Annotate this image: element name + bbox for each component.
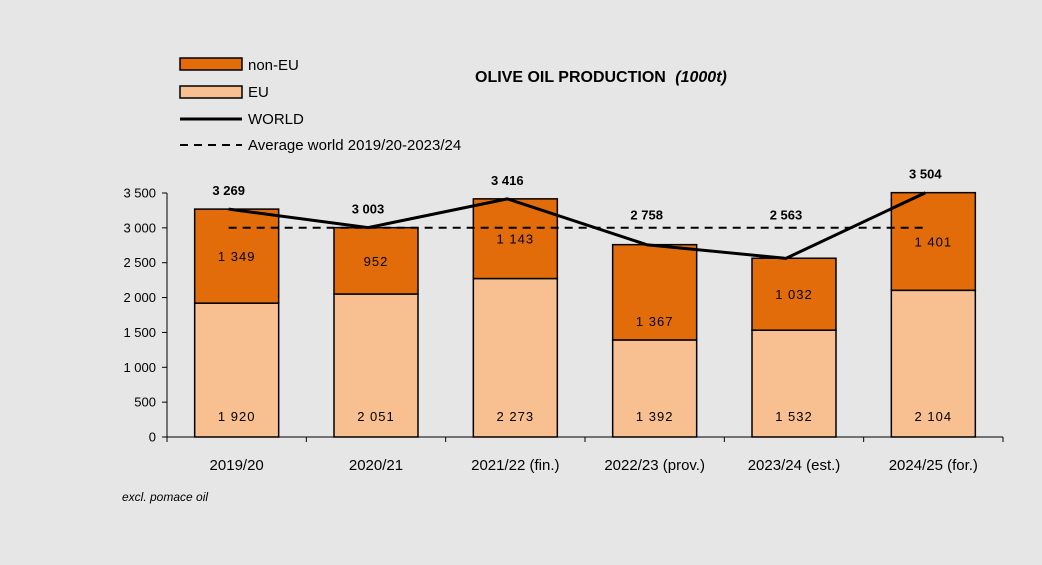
non-eu-value-label: 1 143	[497, 232, 535, 247]
world-total-label: 3 416	[491, 173, 524, 188]
lines-overlay: 1 349 952 1 143 1 367 1 032 1 401 3 269 3 003 3 …	[212, 167, 953, 329]
non-eu-value-label: 1 032	[775, 287, 813, 302]
world-total-label: 2 563	[770, 208, 803, 223]
bar-non-eu	[890, 191, 977, 292]
legend: non-EU EU WORLD Average world 2019/20-20…	[179, 57, 461, 154]
world-total-label: 3 003	[352, 202, 385, 217]
eu-value-label: 1 392	[636, 409, 674, 424]
bar-eu	[193, 302, 280, 438]
chart-title: OLIVE OIL PRODUCTION (1000t)	[475, 69, 727, 86]
x-category-label: 2024/25 (for.)	[889, 457, 978, 474]
legend-non-eu-label: non-EU	[248, 57, 299, 74]
world-total-label: 3 504	[909, 167, 942, 182]
eu-value-label: 1 920	[218, 409, 256, 424]
y-tick-label: 3 500	[123, 186, 156, 201]
x-category-label: 2020/21	[349, 457, 403, 474]
eu-value-label: 2 104	[915, 409, 953, 424]
x-category-label: 2021/22 (fin.)	[471, 457, 559, 474]
world-total-label: 2 758	[630, 208, 663, 223]
bars: 1 920 2 051 2 273 1 392 1 532 2 104	[193, 191, 977, 438]
eu-value-label: 2 273	[497, 409, 535, 424]
y-tick-label: 2 500	[123, 255, 156, 270]
y-tick-label: 3 000	[123, 220, 156, 235]
non-eu-value-label: 1 401	[915, 234, 953, 249]
bar-eu	[890, 289, 977, 438]
chart-title-unit: (1000t)	[675, 69, 727, 86]
x-axis: 2019/20 2020/21 2021/22 (fin.) 2022/23 (pro…	[166, 436, 1004, 474]
bar-non-eu	[193, 208, 280, 304]
eu-value-label: 2 051	[357, 409, 395, 424]
bar-non-eu	[751, 257, 837, 331]
y-axis: 0 500 1 000 1 500 2 000 2 500 3 000 3 500	[123, 186, 168, 445]
legend-eu-swatch	[179, 85, 243, 99]
footnote: excl. pomace oil	[122, 490, 208, 504]
bar-eu	[611, 339, 698, 438]
world-total-label: 3 269	[212, 183, 245, 198]
bar-non-eu	[611, 243, 698, 341]
bar-eu	[751, 329, 837, 438]
x-category-label: 2022/23 (prov.)	[604, 457, 705, 474]
legend-average-label: Average world 2019/20-2023/24	[248, 137, 461, 154]
eu-value-label: 1 532	[775, 409, 813, 424]
non-eu-value-label: 1 367	[636, 314, 674, 329]
legend-world-label: WORLD	[248, 111, 304, 128]
x-category-label: 2023/24 (est.)	[748, 457, 841, 474]
bar-eu	[472, 277, 559, 438]
legend-non-eu-swatch	[179, 57, 243, 71]
y-tick-label: 500	[134, 395, 156, 410]
y-tick-label: 1 500	[123, 325, 156, 340]
chart-title-main: OLIVE OIL PRODUCTION	[475, 69, 666, 86]
y-tick-label: 2 000	[123, 290, 156, 305]
y-tick-label: 0	[149, 430, 156, 445]
legend-eu-label: EU	[248, 84, 269, 101]
non-eu-value-label: 1 349	[218, 249, 256, 264]
world-line	[228, 191, 926, 260]
x-category-label: 2019/20	[210, 457, 264, 474]
y-tick-label: 1 000	[123, 360, 156, 375]
non-eu-value-label: 952	[364, 254, 389, 269]
bar-non-eu	[333, 226, 419, 295]
